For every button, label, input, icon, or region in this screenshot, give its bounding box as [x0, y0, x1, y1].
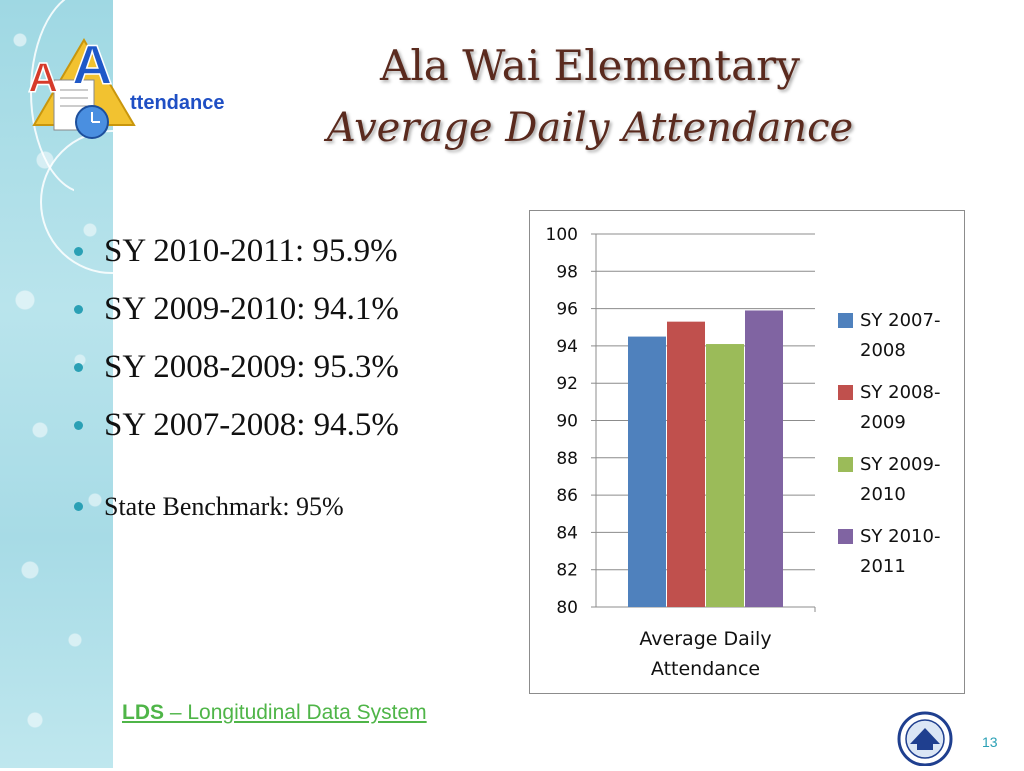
logo-wordmark: ttendance: [130, 92, 225, 114]
legend-swatch: [838, 529, 853, 544]
benchmark-bullet: State Benchmark: 95%: [74, 478, 399, 536]
svg-text:A: A: [72, 33, 112, 96]
legend-label: SY 2010-: [860, 526, 940, 547]
svg-text:A: A: [28, 54, 58, 101]
y-tick-label: 88: [556, 449, 578, 469]
attendance-chart-svg: 80 82 84 86 88 90 92 94 96 98 100 Average Daily Atte…: [546, 225, 941, 680]
y-tick-label: 98: [556, 262, 578, 282]
legend-label: SY 2009-: [860, 454, 940, 475]
bullet-item: SY 2007-2008: 94.5%: [74, 396, 399, 454]
title-line-2: Average Daily Attendance: [326, 105, 854, 151]
attendance-bullet-list: SY 2010-2011: 95.9% SY 2009-2010: 94.1% …: [74, 222, 399, 536]
y-tick-label: 100: [546, 225, 578, 245]
x-category-label: Attendance: [651, 658, 760, 680]
bar: [745, 310, 783, 607]
legend-label: 2009: [860, 412, 906, 433]
department-seal-icon: [890, 710, 960, 767]
y-tick-label: 84: [556, 523, 578, 543]
bar: [628, 336, 666, 607]
lds-description: – Longitudinal Data System: [164, 701, 427, 724]
y-tick-label: 94: [556, 337, 578, 357]
lds-link[interactable]: LDS – Longitudinal Data System: [122, 701, 427, 725]
y-tick-label: 92: [556, 374, 578, 394]
attendance-logo: A A ttendance: [26, 30, 226, 150]
legend-label: 2010: [860, 484, 906, 505]
y-tick-label: 90: [556, 412, 578, 432]
y-tick-label: 86: [556, 486, 578, 506]
attendance-chart: 80 82 84 86 88 90 92 94 96 98 100 Average Daily Atte…: [529, 210, 965, 694]
bullet-item: SY 2009-2010: 94.1%: [74, 280, 399, 338]
legend-label: SY 2008-: [860, 382, 940, 403]
bar: [706, 344, 744, 607]
legend-swatch: [838, 313, 853, 328]
page-number: 13: [982, 734, 998, 750]
slide-title: Ala Wai Elementary Average Daily Attenda…: [230, 40, 950, 154]
attendance-logo-icon: A A: [27, 32, 136, 139]
lds-acronym: LDS: [122, 701, 164, 724]
legend-swatch: [838, 457, 853, 472]
bullet-item: SY 2008-2009: 95.3%: [74, 338, 399, 396]
legend-label: 2008: [860, 340, 906, 361]
bar: [667, 321, 705, 607]
x-category-label: Average Daily: [639, 628, 771, 650]
y-tick-label: 96: [556, 300, 578, 320]
y-tick-label: 80: [556, 598, 578, 618]
title-line-1: Ala Wai Elementary: [380, 41, 800, 90]
legend-label: 2011: [860, 556, 906, 577]
legend-swatch: [838, 385, 853, 400]
legend-label: SY 2007-: [860, 310, 940, 331]
y-tick-label: 82: [556, 561, 578, 581]
bullet-item: SY 2010-2011: 95.9%: [74, 222, 399, 280]
